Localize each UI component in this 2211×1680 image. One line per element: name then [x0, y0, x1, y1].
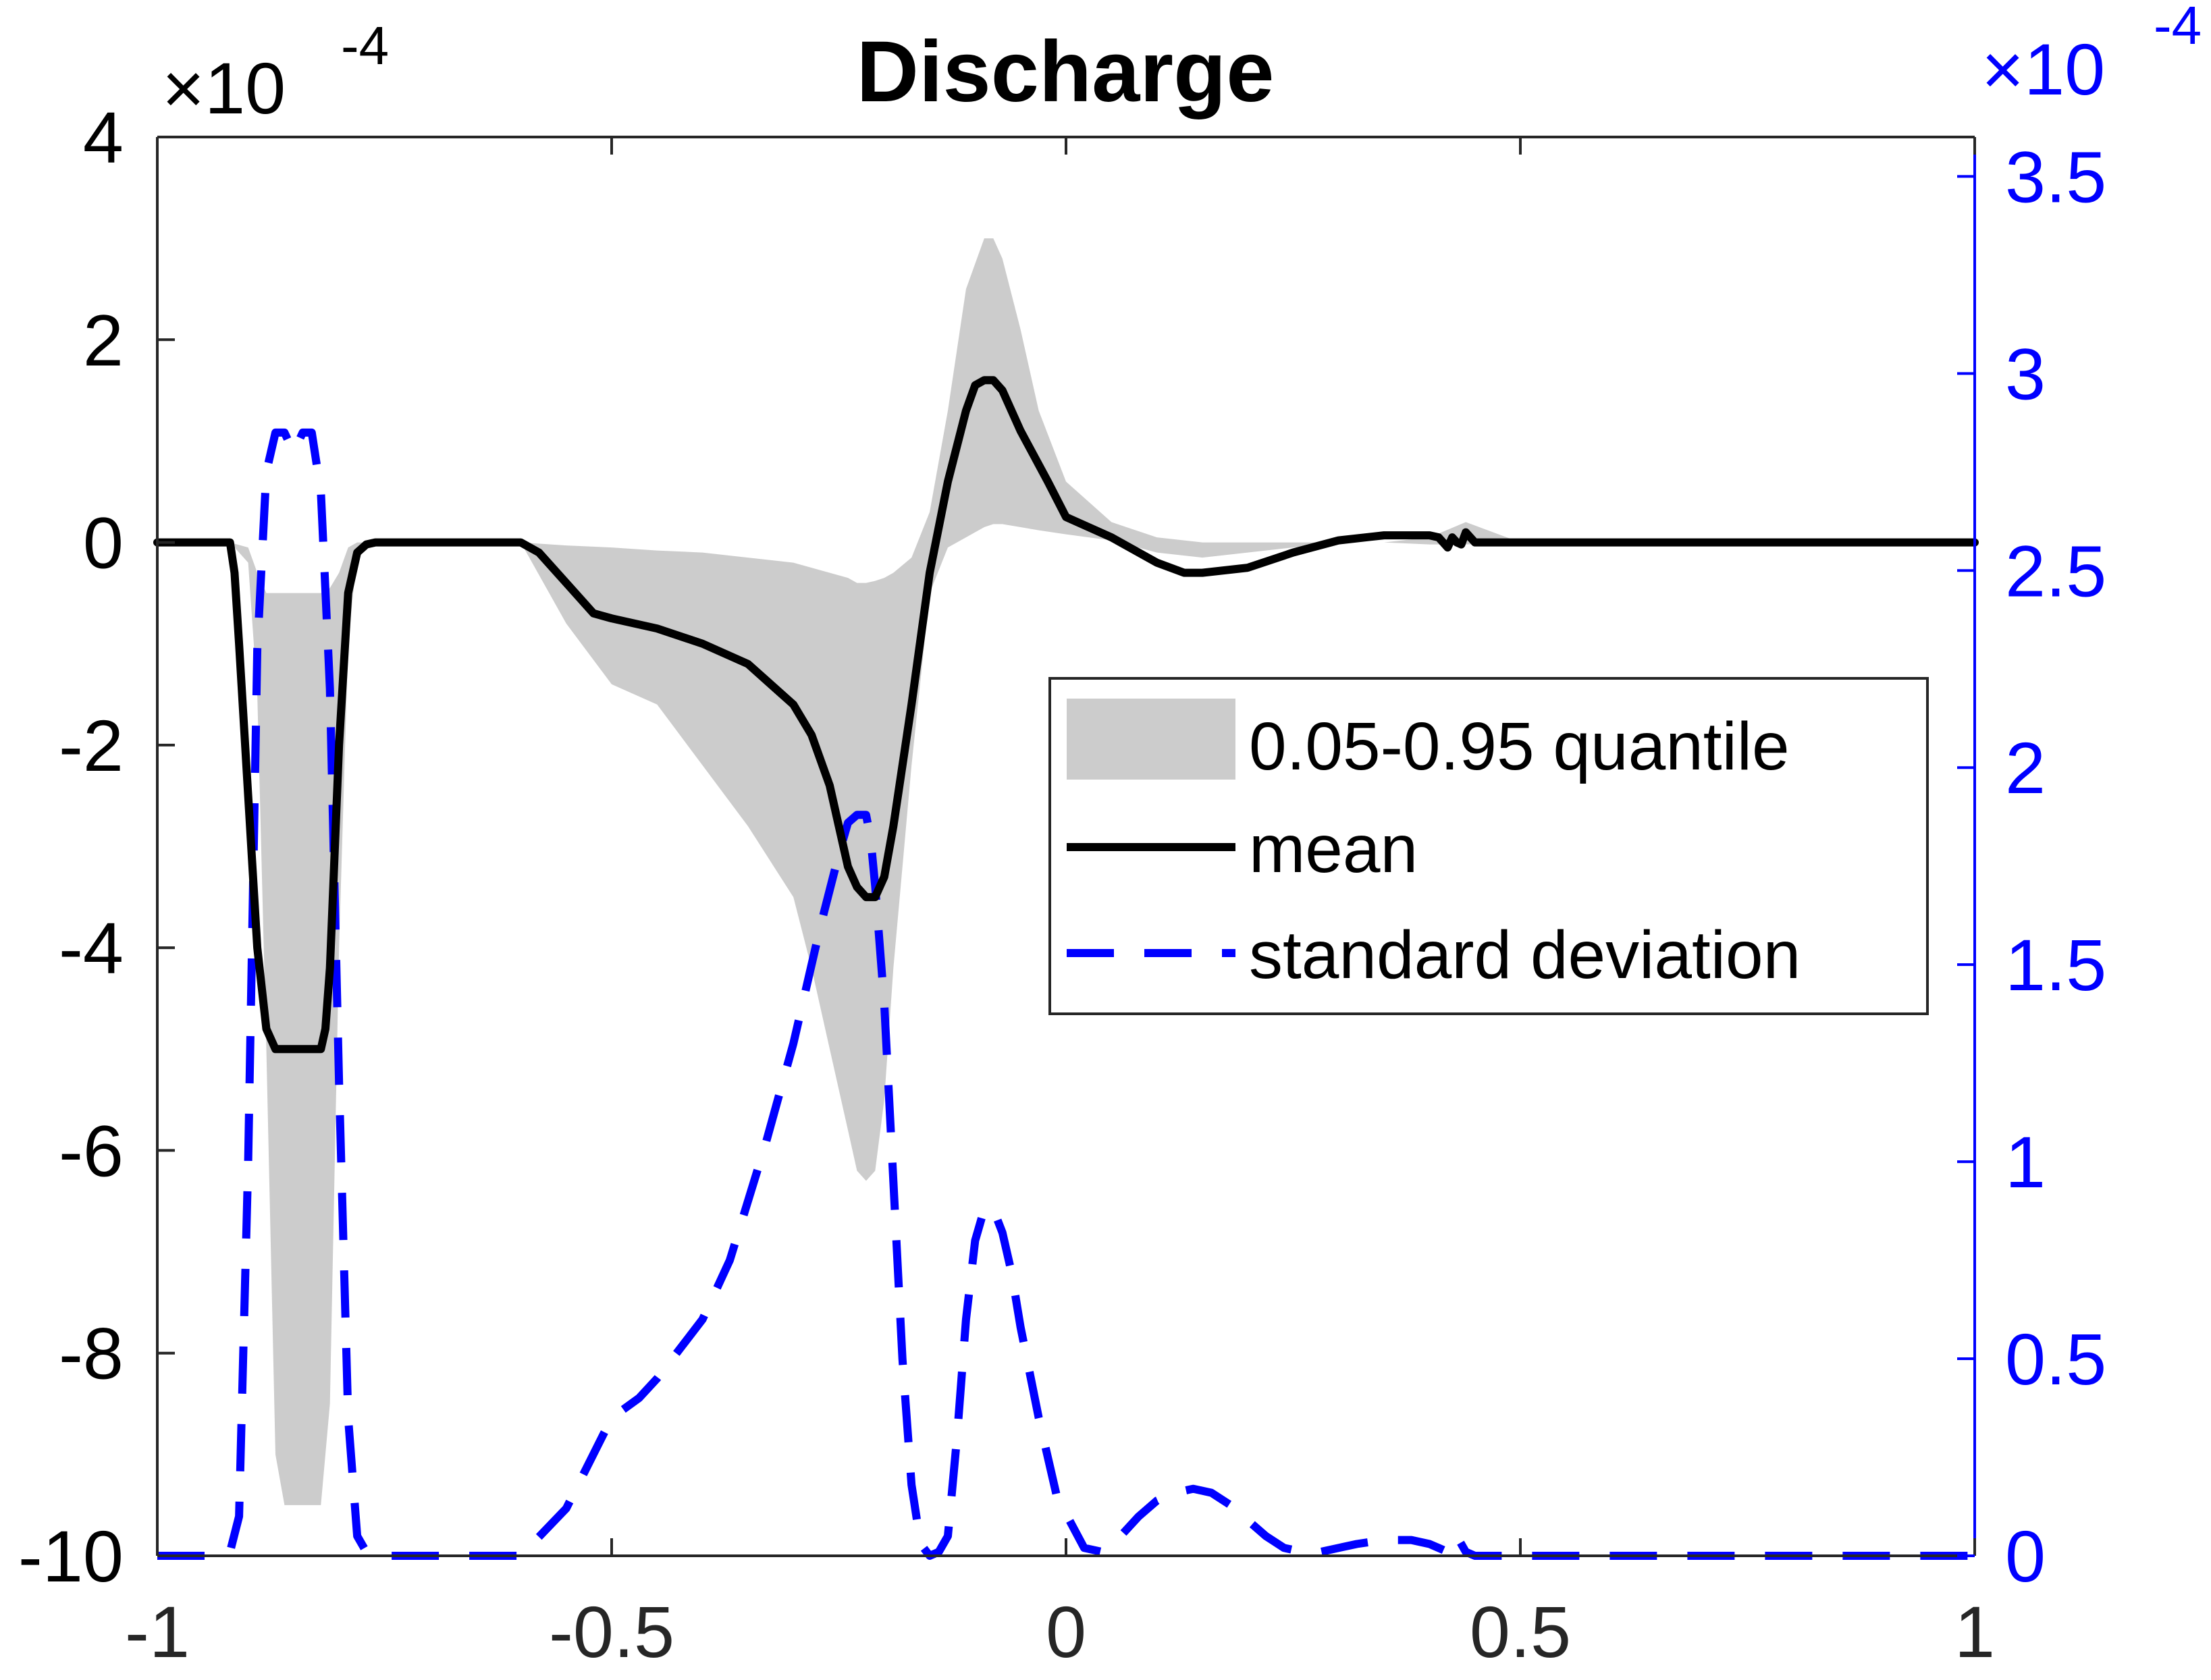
- right-axis-exponent: ×10 -4: [1981, 0, 2202, 110]
- std-deviation-line: [157, 428, 1975, 1560]
- right-exponent-base: ×10: [1981, 28, 2105, 110]
- legend-label-std: standard deviation: [1249, 917, 1801, 993]
- left-y-tick-label: 2: [83, 299, 124, 381]
- right-y-tick-label: 3.5: [2005, 136, 2106, 217]
- left-y-tick-label: -6: [59, 1110, 124, 1191]
- right-y-tick-label: 1: [2005, 1121, 2046, 1203]
- left-y-tick-label: 4: [83, 97, 124, 178]
- x-tick-label: 0: [1046, 1591, 1086, 1673]
- legend-swatch-quantile: [1067, 699, 1235, 780]
- left-exponent-power: -4: [341, 16, 389, 76]
- legend: 0.05-0.95 quantile mean standard deviati…: [1048, 677, 1929, 1015]
- legend-label-mean: mean: [1249, 811, 1418, 887]
- right-y-tick-label: 2.5: [2005, 530, 2106, 612]
- left-y-tick-label: 0: [83, 502, 124, 584]
- right-y-tick-label: 1.5: [2005, 924, 2106, 1006]
- right-y-tick-label: 3: [2005, 333, 2046, 414]
- left-y-tick-label: -8: [59, 1313, 124, 1394]
- x-tick-label: 1: [1954, 1591, 1995, 1673]
- quantile-band: [157, 238, 1975, 1505]
- x-tick-label: -0.5: [549, 1591, 674, 1673]
- right-y-tick-label: 2: [2005, 727, 2046, 809]
- plot-area: -1 -0.5 0 0.5 1 -10 -8 -6 -4 -2 0 2 4 0 0.5 1 1.5 2 2.5 3 3.…: [18, 97, 2106, 1673]
- left-y-tick-label: -2: [59, 705, 124, 786]
- right-y-tick-label: 0.5: [2005, 1318, 2106, 1400]
- legend-label-quantile: 0.05-0.95 quantile: [1249, 709, 1790, 784]
- left-y-tick-label: -10: [18, 1515, 124, 1597]
- x-tick-label: 0.5: [1470, 1591, 1571, 1673]
- left-y-tick-label: -4: [59, 907, 124, 989]
- left-exponent-base: ×10: [162, 47, 286, 129]
- chart-title: Discharge: [857, 24, 1275, 120]
- left-axis-exponent: ×10 -4: [162, 16, 389, 129]
- right-y-tick-label: 0: [2005, 1515, 2046, 1597]
- mean-line: [153, 376, 1979, 1054]
- x-tick-label: -1: [125, 1591, 190, 1673]
- right-exponent-power: -4: [2154, 0, 2202, 55]
